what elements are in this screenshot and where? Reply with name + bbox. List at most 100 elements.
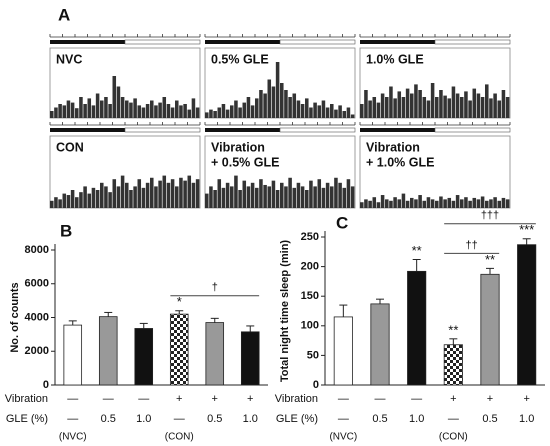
y-tick-label: 8000 bbox=[25, 244, 49, 256]
bar bbox=[333, 316, 353, 386]
panel-label: C bbox=[336, 213, 348, 232]
significance: ** bbox=[412, 243, 422, 258]
activity-bar bbox=[275, 62, 280, 118]
activity-bar bbox=[401, 193, 406, 208]
activity-bar bbox=[296, 182, 301, 208]
light-phase bbox=[434, 127, 511, 133]
activity-bar bbox=[338, 105, 342, 118]
activity-bar bbox=[300, 104, 305, 118]
activity-bar bbox=[234, 175, 238, 208]
activity-bar bbox=[275, 190, 280, 208]
activity-bar bbox=[129, 102, 133, 118]
row-value: — bbox=[338, 393, 349, 405]
activity-bar bbox=[162, 175, 167, 208]
y-tick-label: 200 bbox=[301, 261, 319, 273]
activity-bar bbox=[360, 202, 364, 208]
row-value: 0.5 bbox=[207, 413, 222, 425]
activity-bar bbox=[191, 182, 196, 208]
row-value: — bbox=[338, 413, 349, 425]
activity-bar bbox=[221, 104, 226, 118]
activity-bar bbox=[451, 86, 456, 118]
activity-bar bbox=[209, 186, 213, 208]
activity-bar bbox=[112, 76, 117, 118]
activity-bar bbox=[493, 197, 497, 208]
activity-bar bbox=[271, 180, 276, 208]
activity-bar bbox=[321, 187, 326, 208]
actogram-title: Vibration bbox=[211, 140, 265, 154]
bar bbox=[134, 328, 154, 386]
y-tick-label: 0 bbox=[313, 379, 319, 391]
activity-bar bbox=[205, 112, 209, 118]
light-phase bbox=[279, 39, 356, 45]
activity-bar bbox=[246, 186, 251, 208]
activity-bar bbox=[187, 175, 192, 208]
activity-bar bbox=[91, 105, 96, 118]
activity-bar bbox=[230, 105, 234, 118]
row-value: 0.5 bbox=[482, 413, 497, 425]
panel-label: B bbox=[60, 221, 72, 240]
activity-bar bbox=[505, 97, 510, 118]
activity-bar bbox=[342, 111, 347, 118]
activity-bar bbox=[154, 105, 158, 118]
activity-bar bbox=[464, 197, 468, 208]
row-value: 1.0 bbox=[136, 413, 151, 425]
activity-bar bbox=[330, 104, 334, 118]
dark-phase bbox=[360, 40, 435, 44]
activity-bar bbox=[217, 179, 222, 208]
bar bbox=[169, 313, 189, 386]
activity-bar bbox=[305, 190, 309, 208]
activity-bar bbox=[213, 111, 217, 118]
activity-bar bbox=[87, 98, 92, 118]
significance: * bbox=[177, 294, 182, 309]
y-tick-label: 6000 bbox=[25, 278, 49, 290]
activity-bar bbox=[108, 104, 112, 118]
bar bbox=[407, 270, 427, 386]
dark-phase bbox=[50, 40, 125, 44]
activity-bar bbox=[195, 179, 200, 208]
activity-bar bbox=[120, 97, 125, 118]
activity-bar bbox=[166, 182, 171, 208]
dark-phase bbox=[205, 40, 280, 44]
bar bbox=[443, 344, 463, 386]
activity-bar bbox=[170, 107, 175, 118]
activity-bar bbox=[372, 197, 377, 208]
bar bbox=[480, 273, 500, 386]
activity-bar bbox=[389, 86, 393, 118]
bracket-label: †† bbox=[466, 239, 478, 251]
actogram-title: CON bbox=[56, 140, 84, 154]
row-value: + bbox=[247, 393, 253, 405]
activity-bar bbox=[104, 186, 108, 208]
activity-bar bbox=[66, 100, 71, 118]
activity-bar bbox=[309, 180, 313, 208]
activity-bar bbox=[95, 93, 100, 118]
activity-bar bbox=[405, 200, 410, 208]
activity-bar bbox=[468, 200, 472, 208]
activity-bar bbox=[54, 107, 58, 118]
activity-bar bbox=[418, 90, 422, 118]
activity-bar bbox=[317, 105, 322, 118]
activity-bar bbox=[418, 195, 422, 208]
activity-bar bbox=[225, 182, 230, 208]
activity-bar bbox=[472, 88, 477, 118]
actogram-title: 0.5% GLE bbox=[211, 52, 269, 66]
activity-bar bbox=[501, 197, 506, 208]
activity-bar bbox=[338, 182, 342, 208]
activity-bar bbox=[443, 199, 447, 208]
activity-bar bbox=[300, 186, 305, 208]
activity-bar bbox=[405, 88, 410, 118]
row-value: — bbox=[138, 393, 149, 405]
activity-bar bbox=[321, 100, 326, 118]
activity-bar bbox=[217, 107, 222, 118]
activity-bar bbox=[213, 190, 217, 208]
activity-bar bbox=[410, 93, 414, 118]
panel-label: A bbox=[58, 5, 70, 24]
activity-bar bbox=[305, 98, 309, 118]
activity-bar bbox=[284, 186, 288, 208]
actogram-title: NVC bbox=[56, 52, 82, 66]
activity-bar bbox=[79, 97, 83, 118]
activity-bar bbox=[455, 195, 460, 208]
row-value: — bbox=[411, 393, 422, 405]
activity-bar bbox=[501, 90, 506, 118]
activity-bar bbox=[70, 190, 75, 208]
